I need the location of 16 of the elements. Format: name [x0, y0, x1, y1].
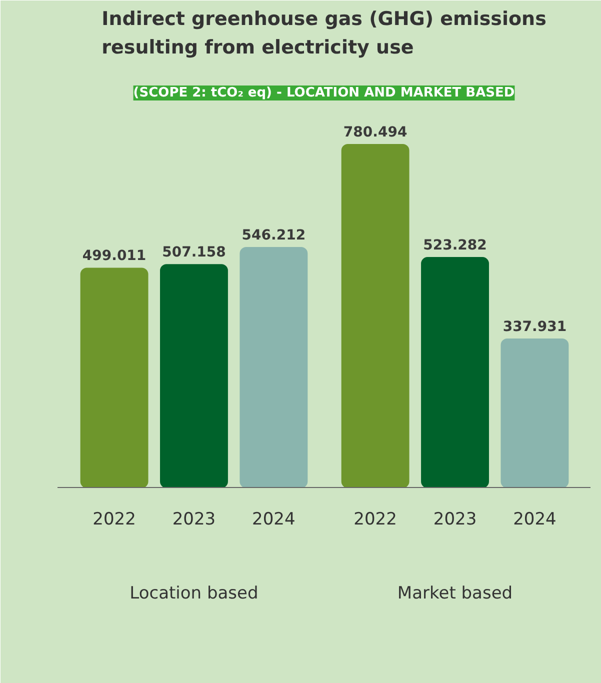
- x-tick-label: 2024: [252, 510, 296, 530]
- x-tick-label: 2024: [513, 510, 556, 530]
- data-label: 546.212: [242, 227, 306, 244]
- x-tick-label: 2022: [92, 510, 136, 530]
- data-label: 507.158: [162, 244, 226, 261]
- data-label: 337.931: [502, 318, 567, 335]
- x-tick-label: 2023: [433, 510, 477, 530]
- chart-subtitle: (SCOPE 2: tCO₂ eq) - LOCATION AND MARKET BASED: [133, 86, 515, 100]
- chart-title: Indirect greenhouse gas (GHG) emissions resulting from electricity use: [102, 8, 546, 58]
- text: Location based: [130, 584, 258, 604]
- data-label: 780.494: [343, 124, 408, 141]
- x-tick-label: 2023: [172, 510, 216, 530]
- x-tick-label: 2022: [354, 510, 397, 530]
- text: Market based: [397, 584, 513, 604]
- data-label: 499.011: [82, 248, 146, 264]
- data-label: 523.282: [423, 238, 487, 254]
